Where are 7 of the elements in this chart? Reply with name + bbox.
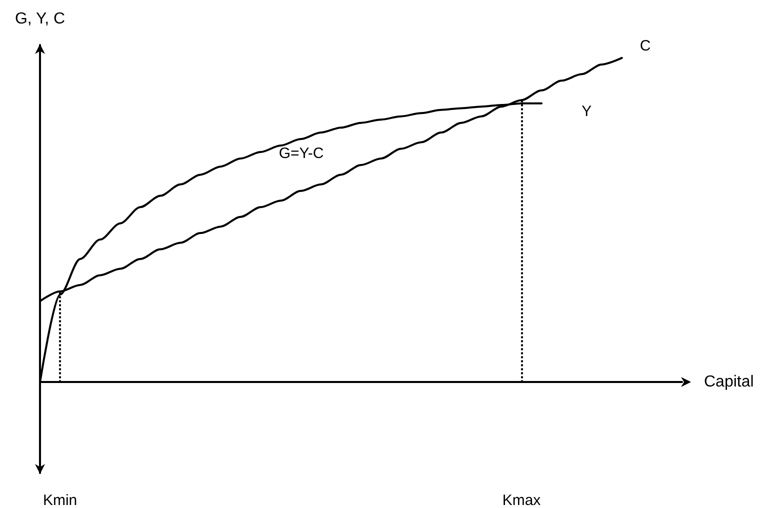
x-axis-title: Capital bbox=[704, 374, 754, 391]
text: Y bbox=[582, 102, 592, 120]
y-axis-title: G, Y, C bbox=[14, 10, 66, 28]
x-tick-label: Kmin bbox=[42, 492, 78, 508]
x-tick-label: Kmax bbox=[502, 492, 542, 508]
series-label: C bbox=[640, 37, 651, 54]
annotation: G=Y-C bbox=[278, 145, 324, 162]
